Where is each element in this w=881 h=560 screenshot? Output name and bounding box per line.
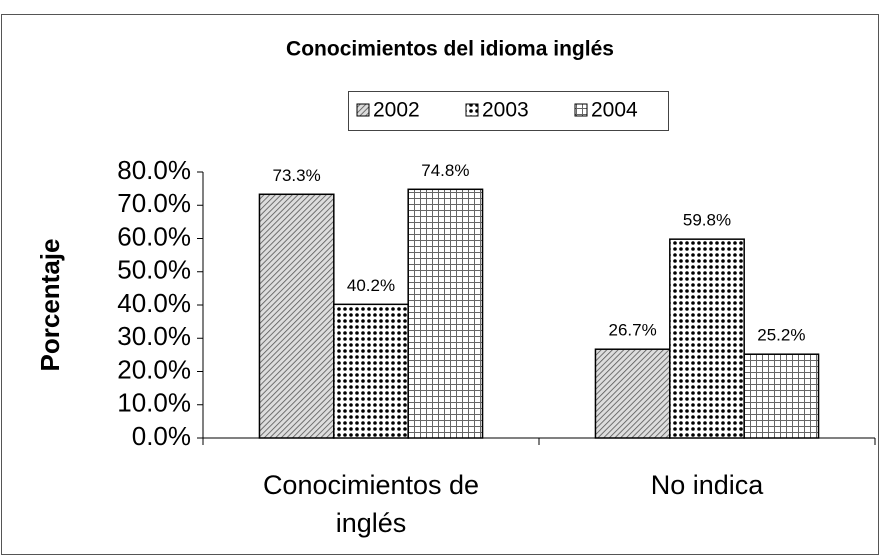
bar [407, 188, 484, 439]
legend-box [348, 91, 669, 131]
y-tick-label: 10.0% [117, 388, 191, 418]
legend-swatch [356, 103, 370, 117]
legend-label: 2004 [591, 99, 638, 122]
data-label: 59.8% [683, 211, 731, 230]
y-tick-label: 30.0% [117, 321, 191, 351]
y-tick-label: 70.0% [117, 188, 191, 218]
y-tick-label: 0.0% [132, 421, 191, 451]
bar [333, 303, 409, 439]
bar [594, 348, 671, 439]
legend-swatch [574, 103, 588, 117]
y-tick-label: 40.0% [117, 288, 191, 318]
y-tick-label: 80.0% [117, 155, 191, 185]
x-tick-label: Conocimientos de inglés [262, 470, 480, 538]
y-tick-label: 20.0% [117, 354, 191, 384]
bar [743, 353, 820, 439]
y-tick-label: 60.0% [117, 221, 191, 251]
data-label: 40.2% [347, 276, 395, 295]
legend-swatch [465, 103, 479, 117]
y-axis-label: Porcentaje [35, 239, 65, 372]
legend-label: 2003 [482, 99, 529, 122]
y-tick-label: 50.0% [117, 255, 191, 285]
data-label: 25.2% [757, 326, 805, 345]
data-label: 26.7% [609, 321, 657, 340]
data-label: 74.8% [421, 161, 469, 180]
chart-title: Conocimientos del idioma inglés [286, 38, 614, 61]
x-tick-label: No indica [650, 470, 764, 500]
legend-label: 2002 [373, 99, 420, 122]
data-label: 73.3% [273, 166, 321, 185]
bar [669, 238, 745, 439]
bar [258, 193, 335, 439]
